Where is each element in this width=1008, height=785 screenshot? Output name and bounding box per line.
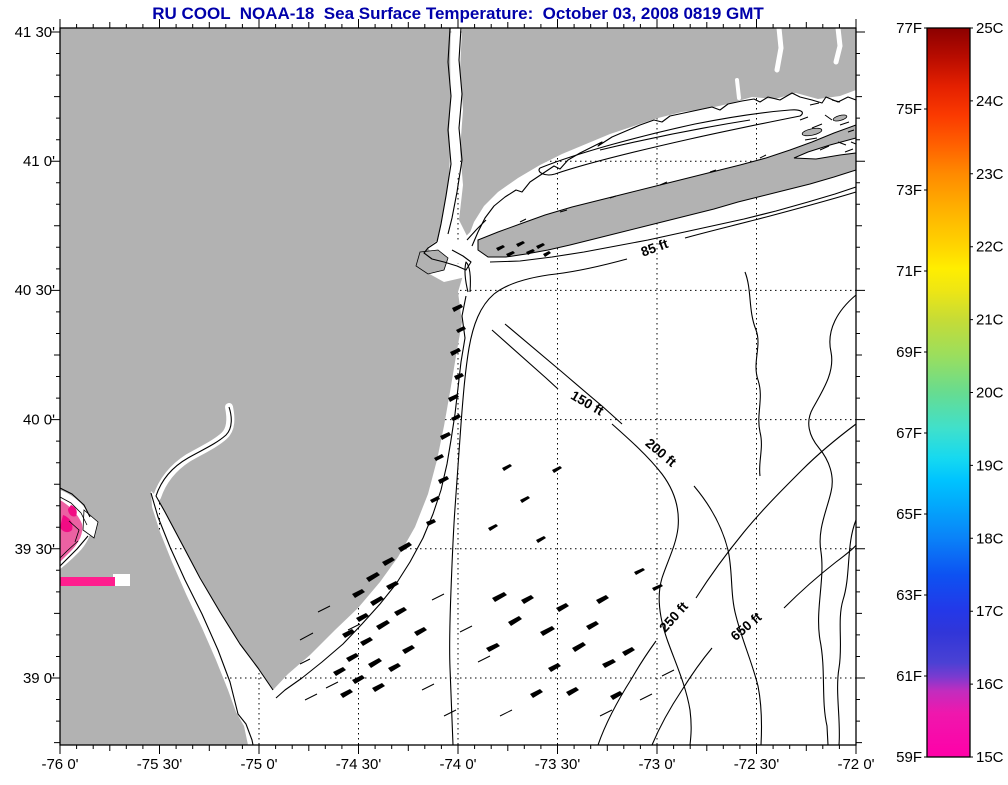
sst-patch-pink (60, 500, 83, 562)
x-tick-label: -76 0' (41, 756, 78, 773)
harbor-outline (423, 241, 472, 271)
land-long-island (477, 124, 857, 258)
housatonic-river (735, 78, 741, 100)
y-tick-label: 41 0' (23, 153, 55, 170)
x-minor-ticks (76, 24, 840, 749)
sst-data-patches (59, 496, 115, 586)
cbar-c-label: 21C (976, 312, 1004, 329)
colorbar-celsius-labels: 25C 24C 23C 22C 21C 20C 19C 18C 17C 16C … (976, 20, 1004, 766)
land-connecticut (459, 28, 856, 238)
cbar-f-label: 67F (896, 425, 922, 442)
cbar-f-label: 71F (896, 263, 922, 280)
land-masses (60, 28, 857, 745)
sound-basin-contour (538, 109, 803, 176)
x-major-ticks (59, 19, 857, 754)
x-tick-label: -72 0' (837, 756, 874, 773)
cbar-c-label: 23C (976, 166, 1004, 183)
cbar-f-label: 59F (896, 749, 922, 766)
x-tick-label: -72 30' (734, 756, 780, 773)
cbar-c-label: 19C (976, 457, 1004, 474)
colorbar-gradient (926, 27, 971, 758)
y-tick-label: 39 30' (15, 541, 56, 558)
race-scribbles (799, 99, 857, 153)
delaware-bay-east-shore (155, 406, 274, 691)
cbar-c-label: 15C (976, 749, 1004, 766)
hudson-east-bank (447, 27, 463, 235)
colorbar-right-ticks (970, 27, 973, 758)
sst-patch-deep-1 (60, 515, 73, 533)
contour-meander-3 (837, 519, 857, 746)
x-tick-label: -75 0' (240, 756, 277, 773)
sound-basin-inner (599, 119, 751, 151)
x-tick-label: -74 30' (336, 756, 382, 773)
cbar-c-label: 18C (976, 530, 1004, 547)
contour-meander-2 (808, 294, 857, 746)
y-medium-ticks (54, 96, 862, 744)
cbar-f-label: 65F (896, 506, 922, 523)
chesapeake-outline (59, 487, 91, 567)
li-north-shore-marks (519, 154, 767, 223)
contour-200ft (504, 323, 763, 746)
colorbar: 77F 75F 73F 71F 69F 67F 65F 63F 61F 59F … (896, 20, 1004, 766)
land-island-sound-2 (832, 114, 848, 122)
x-tick-label: -73 30' (535, 756, 581, 773)
cbar-c-label: 25C (976, 20, 1004, 37)
thames-river (833, 25, 843, 65)
cbar-c-label: 16C (976, 676, 1004, 693)
connecticut-coastline (471, 92, 857, 247)
contour-250ft (597, 423, 857, 746)
colorbar-fahrenheit-labels: 77F 75F 73F 71F 69F 67F 65F 63F 61F 59F (896, 20, 922, 766)
delaware-bay-west-shore (150, 492, 254, 746)
y-major-ticks (51, 31, 865, 679)
cbar-f-label: 73F (896, 182, 922, 199)
sandy-hook (464, 261, 471, 293)
x-axis-labels: -76 0' -75 30' -75 0' -74 30' -74 0' -73… (41, 756, 874, 773)
sst-patch-outlines (59, 496, 88, 559)
hudson-river (439, 23, 461, 255)
cbar-f-label: 77F (896, 20, 922, 37)
y-tick-label: 41 30' (15, 24, 56, 41)
land-west-mainland (60, 28, 464, 745)
y-minor-ticks (56, 53, 860, 722)
cbar-c-label: 20C (976, 385, 1004, 402)
y-tick-label: 40 30' (15, 282, 56, 299)
y-tick-label: 39 0' (23, 670, 55, 687)
cbar-f-label: 75F (896, 101, 922, 118)
li-south-barrier (489, 186, 857, 263)
cbar-c-label: 17C (976, 603, 1004, 620)
cbar-f-label: 61F (896, 668, 922, 685)
cbar-c-label: 24C (976, 93, 1004, 110)
y-tick-label: 40 0' (23, 412, 55, 429)
contour-650ft (651, 544, 857, 746)
cbar-c-label: 22C (976, 239, 1004, 256)
x-tick-label: -73 0' (638, 756, 675, 773)
hudson-west-bank (436, 27, 452, 243)
y-axis-labels: 41 30' 41 0' 40 30' 40 0' 39 30' 39 0' (15, 24, 56, 687)
connecticut-river (774, 25, 784, 73)
chesapeake-inlet (82, 509, 99, 539)
contour-meander-1 (744, 271, 762, 477)
x-tick-label: -75 30' (137, 756, 183, 773)
contour-85ft (449, 191, 857, 746)
x-medium-ticks (109, 22, 807, 751)
x-tick-label: -74 0' (439, 756, 476, 773)
cbar-f-label: 69F (896, 344, 922, 361)
ridge-strokes (299, 593, 675, 717)
land-staten-island (415, 249, 449, 275)
axes (51, 19, 865, 754)
land-island-sound-1 (801, 127, 823, 137)
figure-title: RU COOL NOAA-18 Sea Surface Temperature:… (152, 4, 764, 23)
chesapeake-white-gap (113, 574, 130, 586)
colorbar-left-ticks (924, 27, 927, 758)
sst-patch-deep-2 (68, 505, 77, 517)
contour-150ft (491, 329, 692, 746)
sst-patch-magenta-bar (60, 577, 115, 586)
cbar-f-label: 63F (896, 587, 922, 604)
